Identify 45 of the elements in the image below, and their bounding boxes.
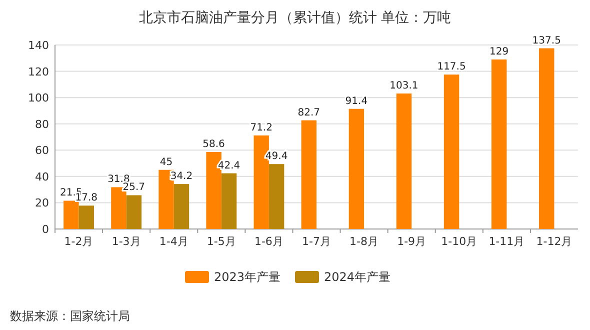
bar <box>174 184 190 229</box>
bar <box>301 120 316 229</box>
y-tick-label: 60 <box>35 144 49 158</box>
chart-title: 北京市石脑油产量分月（累计值）统计 单位：万吨 <box>138 10 452 26</box>
y-tick-label: 20 <box>35 196 49 210</box>
x-tick-label: 1-6月 <box>254 235 284 248</box>
y-tick-label: 80 <box>35 118 49 131</box>
y-tick-label: 140 <box>28 39 49 52</box>
x-tick-label: 1-10月 <box>441 235 478 248</box>
data-label: 82.7 <box>298 107 320 118</box>
bar <box>126 195 142 229</box>
bar <box>78 206 94 229</box>
data-label: 91.4 <box>345 96 368 107</box>
data-label: 117.5 <box>437 62 466 73</box>
x-tick-label: 1-11月 <box>488 235 525 248</box>
data-label: 17.8 <box>75 192 98 204</box>
y-tick-label: 40 <box>35 170 49 184</box>
x-tick-label: 1-8月 <box>350 235 379 248</box>
x-tick-label: 1-3月 <box>112 235 141 248</box>
legend-label: 2024年产量 <box>324 270 391 284</box>
bar <box>64 200 79 229</box>
data-label: 137.5 <box>532 35 561 46</box>
bar <box>444 74 460 229</box>
data-label: 129 <box>490 46 509 58</box>
x-tick-label: 1-2月 <box>64 235 94 248</box>
data-label: 103.1 <box>390 80 418 92</box>
x-tick-label: 1-4月 <box>159 235 188 248</box>
source-note: 数据来源：国家统计局 <box>10 309 130 323</box>
bar <box>396 93 412 229</box>
x-tick-label: 1-7月 <box>302 235 331 248</box>
x-tick-label: 1-5月 <box>206 235 236 248</box>
x-tick-label: 1-12月 <box>536 235 572 248</box>
y-tick-label: 120 <box>28 65 49 78</box>
y-tick-label: 100 <box>28 92 49 105</box>
bar <box>268 164 284 229</box>
data-label: 71.2 <box>250 122 272 134</box>
bar <box>491 59 507 229</box>
data-label: 58.6 <box>202 138 225 150</box>
bar <box>348 108 364 229</box>
bar <box>221 173 237 229</box>
x-tick-label: 1-9月 <box>397 235 426 248</box>
legend-label: 2023年产量 <box>214 270 281 284</box>
bar <box>539 48 554 229</box>
y-tick-label: 0 <box>42 223 49 236</box>
data-label: 45 <box>160 156 173 168</box>
